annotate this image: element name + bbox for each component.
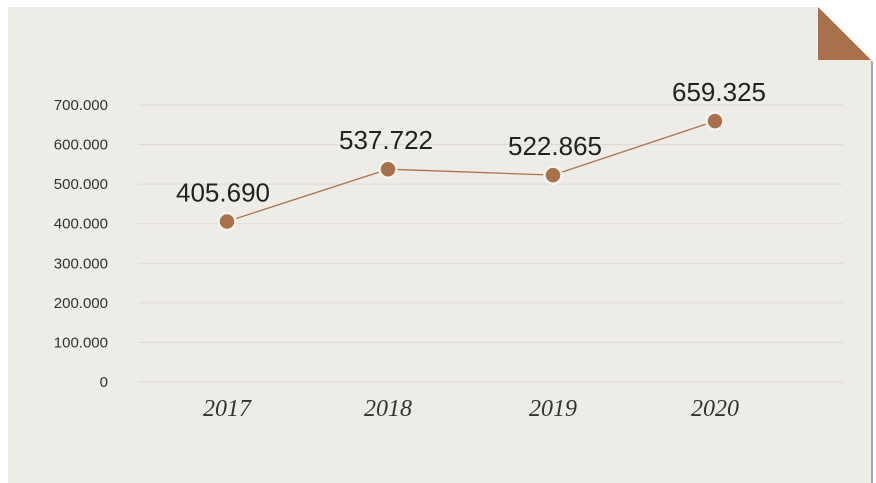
data-labels: 405.690 537.722 522.865 659.325	[176, 77, 766, 207]
folded-corner	[818, 7, 871, 60]
data-label: 537.722	[339, 125, 433, 155]
x-tick-label: 2017	[203, 396, 252, 422]
data-point	[217, 211, 237, 232]
data-label: 659.325	[672, 77, 766, 107]
data-label: 522.865	[508, 131, 602, 161]
chart-card: 0 100.000 200.000 300.000 400.000 500.000 600.…	[8, 7, 873, 483]
y-tick-label: 100.000	[54, 334, 108, 351]
series-line	[226, 120, 716, 223]
y-tick-label: 600.000	[54, 137, 108, 154]
data-points	[217, 111, 725, 232]
x-tick-label: 2018	[364, 396, 412, 422]
data-point	[378, 159, 398, 179]
data-point	[543, 165, 563, 185]
x-tick-label: 2020	[691, 396, 739, 422]
x-tick-label: 2019	[529, 396, 577, 422]
y-tick-label: 0	[100, 374, 108, 391]
y-axis: 0 100.000 200.000 300.000 400.000 500.000 600.…	[54, 97, 108, 391]
y-tick-label: 200.000	[54, 295, 108, 312]
x-axis: 2017 2018 2019 2020	[203, 396, 739, 422]
line-chart: 0 100.000 200.000 300.000 400.000 500.000 600.…	[8, 7, 873, 483]
y-tick-label: 400.000	[54, 216, 108, 233]
y-tick-label: 500.000	[54, 176, 108, 193]
card-background	[8, 7, 871, 483]
gridlines	[138, 104, 843, 383]
series-line-path	[226, 120, 716, 223]
data-label: 405.690	[176, 177, 270, 207]
y-tick-label: 700.000	[54, 97, 108, 114]
y-tick-label: 300.000	[54, 255, 108, 272]
data-point	[705, 111, 725, 131]
